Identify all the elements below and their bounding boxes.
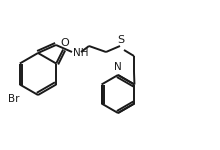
Text: O: O xyxy=(61,38,70,48)
Text: Br: Br xyxy=(8,93,19,104)
Text: S: S xyxy=(117,35,125,45)
Text: NH: NH xyxy=(73,48,88,58)
Text: N: N xyxy=(114,62,122,72)
